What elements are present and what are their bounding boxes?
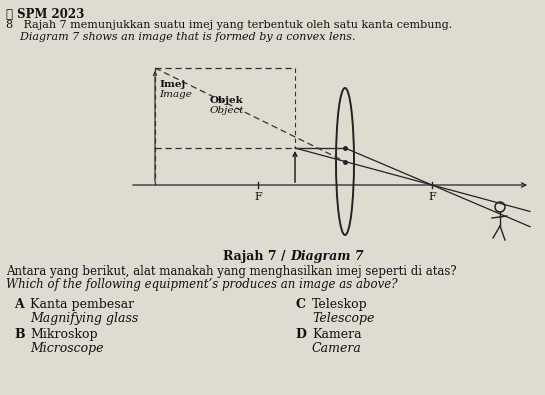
Text: Object: Object xyxy=(210,106,244,115)
Text: Rajah 7 /: Rajah 7 / xyxy=(223,250,290,263)
Text: Kanta pembesar: Kanta pembesar xyxy=(30,298,134,311)
Text: B: B xyxy=(14,328,25,341)
Text: F: F xyxy=(254,192,262,202)
Text: Diagram 7 shows an image that is formed by a convex lens.: Diagram 7 shows an image that is formed … xyxy=(6,32,355,42)
Text: Camera: Camera xyxy=(312,342,362,355)
Text: C: C xyxy=(295,298,305,311)
Text: Image: Image xyxy=(159,90,192,99)
Text: Teleskop: Teleskop xyxy=(312,298,368,311)
Text: 8   Rajah 7 memunjukkan suatu imej yang terbentuk oleh satu kanta cembung.: 8 Rajah 7 memunjukkan suatu imej yang te… xyxy=(6,20,452,30)
Text: F: F xyxy=(428,192,436,202)
Text: D: D xyxy=(295,328,306,341)
Text: Mikroskop: Mikroskop xyxy=(30,328,98,341)
Text: A: A xyxy=(14,298,24,311)
Text: Magnifying glass: Magnifying glass xyxy=(30,312,138,325)
Text: Diagram 7: Diagram 7 xyxy=(290,250,364,263)
Text: Telescope: Telescope xyxy=(312,312,374,325)
Text: Imej: Imej xyxy=(159,80,185,89)
Text: Kamera: Kamera xyxy=(312,328,362,341)
Text: Microscope: Microscope xyxy=(30,342,104,355)
Text: Objek: Objek xyxy=(210,96,244,105)
Text: Which of the following equipment’s produces an image as above?: Which of the following equipment’s produ… xyxy=(6,278,397,291)
Text: ★ SPM 2023: ★ SPM 2023 xyxy=(6,8,84,21)
Text: Antara yang berikut, alat manakah yang menghasilkan imej seperti di atas?: Antara yang berikut, alat manakah yang m… xyxy=(6,265,457,278)
